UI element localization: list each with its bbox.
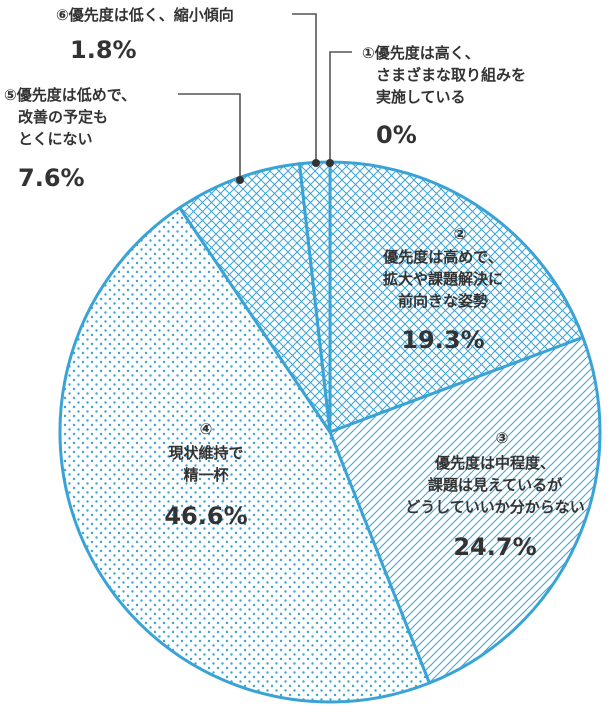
label-slice-5: ⑤優先度は低めで、 改善の予定も とくにない 7.6% xyxy=(4,86,136,192)
slice-1-name-line-3: 実施している xyxy=(376,88,466,106)
slice-3-name-line-1: ③ xyxy=(496,429,509,447)
slice-4-name-line-3: 精一杯 xyxy=(183,466,229,484)
leader-line-6 xyxy=(292,13,317,163)
label-slice-2: ② 優先度は高めで、 拡大や課題解決に 前向きな姿勢 19.3% xyxy=(382,225,503,354)
slice-1-name-line-2: さまざまな取り組みを xyxy=(376,66,526,84)
slice-2-name-line-3: 拡大や課題解決に xyxy=(383,270,503,288)
slice-2-name-line-2: 優先度は高めで、 xyxy=(382,248,502,266)
leader-line-5 xyxy=(178,93,241,180)
slice-5-value-label: 7.6% xyxy=(18,164,85,192)
leader-line-1 xyxy=(329,51,352,163)
slice-1-name-line-1: ①優先度は高く、 xyxy=(362,44,480,62)
leader-dot-6 xyxy=(312,159,320,167)
slice-3-name-line-4: どうしていいか分からない xyxy=(405,498,585,516)
slice-1-value-label: 0% xyxy=(376,121,417,149)
slice-4-name-line-1: ④ xyxy=(200,420,213,438)
leader-lines xyxy=(178,13,352,184)
slice-2-name-line-4: 前向きな姿勢 xyxy=(398,292,488,310)
slice-5-name-line-1: ⑤優先度は低めで、 xyxy=(4,86,136,104)
leader-dot-5 xyxy=(236,176,244,184)
pie-slices xyxy=(58,160,602,704)
label-slice-1: ①優先度は高く、 さまざまな取り組みを 実施している 0% xyxy=(362,44,526,149)
slice-5-name-line-2: 改善の予定も xyxy=(18,108,108,126)
slice-4-name-line-2: 現状維持で xyxy=(168,444,243,462)
leader-dot-1 xyxy=(326,159,334,167)
label-slice-4: ④ 現状維持で 精一杯 46.6% xyxy=(164,420,247,530)
pie-slice-2 xyxy=(328,160,585,434)
slice-6-value-label: 1.8% xyxy=(70,36,137,64)
slice-4-value-label: 46.6% xyxy=(164,502,247,530)
slice-2-value-label: 19.3% xyxy=(401,326,484,354)
slice-3-name-line-2: 優先度は中程度、 xyxy=(434,454,555,472)
pie-slice-3 xyxy=(328,335,602,685)
slice-3-name-line-3: 課題は見えているが xyxy=(428,476,563,494)
slice-3-value-label: 24.7% xyxy=(453,533,536,561)
slice-5-name-line-3: とくにない xyxy=(18,130,93,148)
slice-2-name-line-1: ② xyxy=(454,225,467,243)
slice-6-name-line-1: ⑥優先度は低く、縮小傾向 xyxy=(56,6,234,24)
label-slice-6: ⑥優先度は低く、縮小傾向 1.8% xyxy=(56,6,234,64)
label-slice-3: ③ 優先度は中程度、 課題は見えているが どうしていいか分からない 24.7% xyxy=(405,429,585,561)
pie-slice-4 xyxy=(58,206,431,704)
